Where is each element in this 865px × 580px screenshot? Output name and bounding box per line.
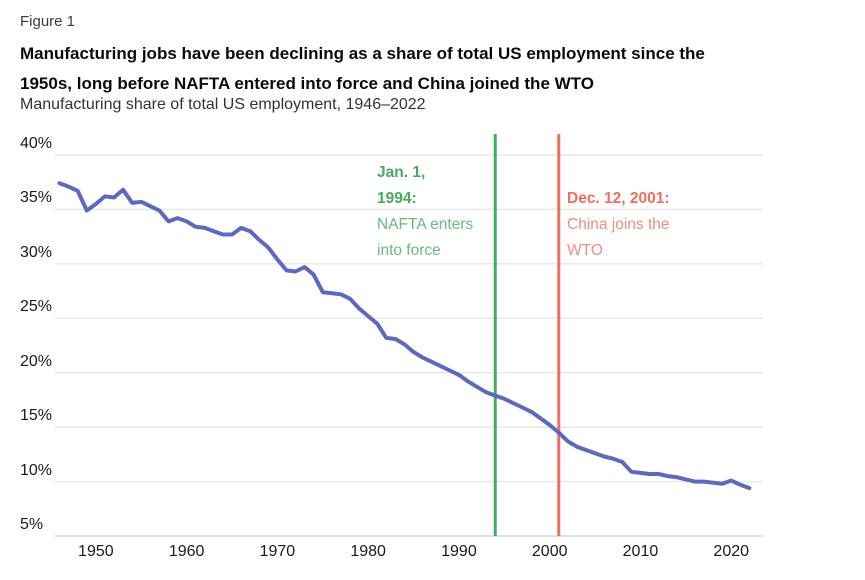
x-tick-label-1960: 1960: [168, 543, 205, 560]
chart-subtitle: Manufacturing share of total US employme…: [20, 96, 426, 113]
x-tick-label-1990: 1990: [441, 543, 477, 560]
wto-annotation-desc: China joins the: [567, 216, 670, 233]
figure-label: Figure 1: [20, 13, 76, 30]
x-tick-label-2000: 2000: [531, 543, 568, 560]
manufacturing-share-line: [57, 181, 752, 491]
y-tick-label-5: 5%: [20, 516, 44, 533]
chart-title: Manufacturing jobs have been declining a…: [20, 39, 705, 99]
x-tick-label-2020: 2020: [713, 543, 750, 560]
x-tick-label-1970: 1970: [259, 543, 296, 560]
y-tick-label-30: 30%: [20, 243, 53, 261]
y-tick-label-35: 35%: [20, 189, 53, 207]
nafta-annotation: Jan. 1, 1994: NAFTA enters into force: [377, 160, 473, 264]
x-tick-label-1980: 1980: [350, 543, 386, 560]
wto-annotation: Dec. 12, 2001: China joins the WTO: [567, 186, 670, 264]
y-tick-label-10: 10%: [20, 461, 53, 479]
chart-title-line-2: 1950s, long before NAFTA entered into fo…: [20, 74, 594, 93]
y-tick-label-15: 15%: [20, 407, 53, 425]
y-tick-label-20: 20%: [20, 352, 53, 370]
y-tick-label-40: 40%: [20, 135, 53, 152]
chart-title-line-1: Manufacturing jobs have been declining a…: [20, 44, 705, 63]
x-tick-label-1950: 1950: [78, 543, 114, 560]
nafta-annotation-date: 1994:: [377, 190, 417, 207]
wto-annotation-date: Dec. 12, 2001:: [567, 190, 670, 207]
y-tick-label-25: 25%: [20, 298, 53, 316]
nafta-annotation-desc: into force: [377, 242, 441, 259]
nafta-annotation-desc: NAFTA enters: [377, 216, 474, 233]
x-tick-label-2010: 2010: [622, 543, 659, 560]
nafta-annotation-date: Jan. 1,: [377, 164, 426, 181]
wto-annotation-desc: WTO: [567, 242, 603, 259]
